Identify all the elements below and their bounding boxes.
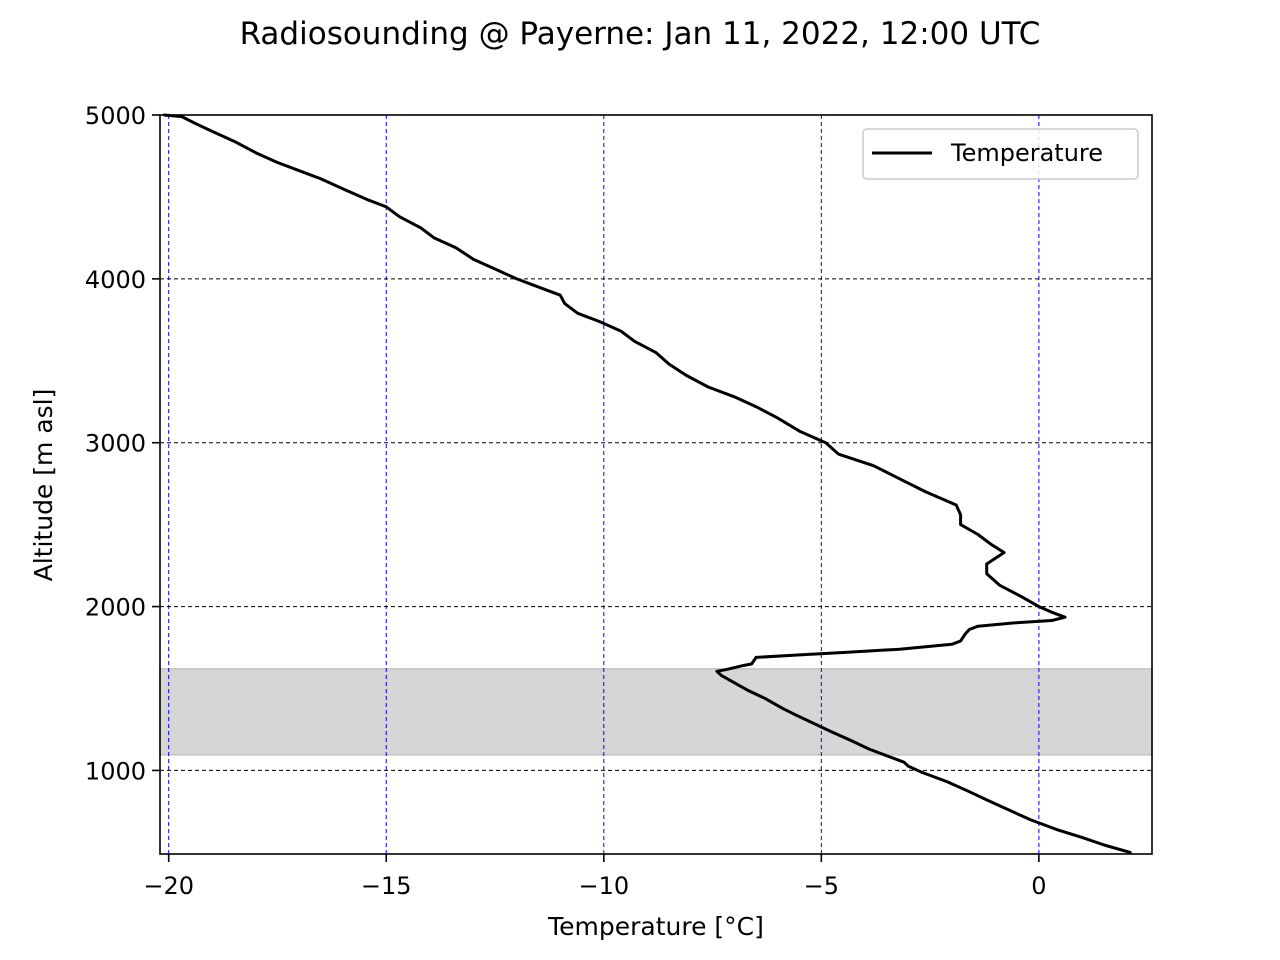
y-tick-label: 1000	[85, 757, 146, 785]
axes-frame	[159, 114, 1153, 855]
y-axis-ticks: 1000 2000 3000 4000 5000	[85, 102, 160, 785]
legend-box	[862, 128, 1139, 180]
plot-area	[159, 113, 1153, 855]
y-axis-label: Altitude [m asl]	[29, 389, 58, 582]
legend-entry-temperature: Temperature	[950, 139, 1103, 167]
x-axis-label: Temperature [°C]	[547, 912, 764, 941]
chart-title: Radiosounding @ Payerne: Jan 11, 2022, 1…	[240, 16, 1041, 52]
x-axis-ticks: −20 −15 −10 −5 0	[143, 854, 1047, 900]
temperature-series-line	[162, 113, 1132, 854]
y-tick-label: 2000	[85, 594, 146, 622]
y-tick-label: 4000	[85, 266, 146, 294]
x-tick-label: −20	[143, 872, 194, 900]
x-tick-label: −5	[804, 872, 839, 900]
x-tick-label: 0	[1031, 872, 1046, 900]
y-tick-label: 3000	[85, 430, 146, 458]
shaded-altitude-band	[159, 668, 1153, 756]
legend: Temperature	[862, 128, 1139, 180]
x-tick-label: −15	[361, 872, 412, 900]
x-tick-label: −10	[578, 872, 629, 900]
y-tick-label: 5000	[85, 102, 146, 130]
